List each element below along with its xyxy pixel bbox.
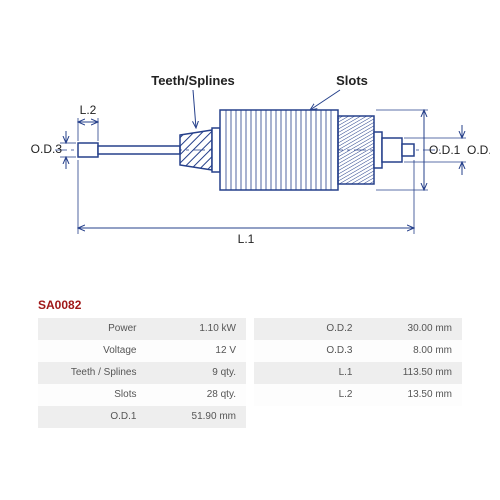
label-l2: L.2 — [80, 103, 97, 117]
spec-label: Slots — [38, 384, 146, 406]
spec-value: 13.50 mm — [362, 384, 462, 406]
spec-col-right: O.D.2 30.00 mm O.D.3 8.00 mm L.1 113.50 … — [254, 318, 462, 428]
spec-value: 9 qty. — [146, 362, 246, 384]
spec-table: Power 1.10 kW Voltage 12 V Teeth / Splin… — [38, 318, 462, 428]
spec-label: O.D.2 — [254, 318, 362, 340]
spec-row: O.D.1 51.90 mm — [38, 406, 246, 428]
spec-label: L.1 — [254, 362, 362, 384]
spec-col-left: Power 1.10 kW Voltage 12 V Teeth / Splin… — [38, 318, 246, 428]
spec-label: Power — [38, 318, 146, 340]
spec-label: O.D.1 — [38, 406, 146, 428]
sku-code: SA0082 — [38, 298, 490, 312]
technical-drawing: Teeth/Splines Slots L.2 O.D.3 L.1 O.D.1 … — [10, 10, 490, 290]
spec-row: Slots 28 qty. — [38, 384, 246, 406]
spec-value: 8.00 mm — [362, 340, 462, 362]
spec-row: Voltage 12 V — [38, 340, 246, 362]
label-od2: O.D.2 — [467, 143, 490, 157]
label-od3: O.D.3 — [31, 142, 63, 156]
spec-value: 28 qty. — [146, 384, 246, 406]
spec-label: Voltage — [38, 340, 146, 362]
spec-label: Teeth / Splines — [38, 362, 146, 384]
spec-row: Power 1.10 kW — [38, 318, 246, 340]
spec-row: O.D.3 8.00 mm — [254, 340, 462, 362]
label-slots: Slots — [336, 73, 368, 88]
label-teeth: Teeth/Splines — [151, 73, 235, 88]
label-l1: L.1 — [238, 232, 255, 246]
spec-value: 12 V — [146, 340, 246, 362]
spec-row: L.1 113.50 mm — [254, 362, 462, 384]
spec-value: 51.90 mm — [146, 406, 246, 428]
spec-row: Teeth / Splines 9 qty. — [38, 362, 246, 384]
spec-label: O.D.3 — [254, 340, 362, 362]
spec-label: L.2 — [254, 384, 362, 406]
spec-row: O.D.2 30.00 mm — [254, 318, 462, 340]
spec-value: 30.00 mm — [362, 318, 462, 340]
spec-row: L.2 13.50 mm — [254, 384, 462, 406]
label-od1: O.D.1 — [429, 143, 461, 157]
spec-value: 1.10 kW — [146, 318, 246, 340]
spec-value: 113.50 mm — [362, 362, 462, 384]
